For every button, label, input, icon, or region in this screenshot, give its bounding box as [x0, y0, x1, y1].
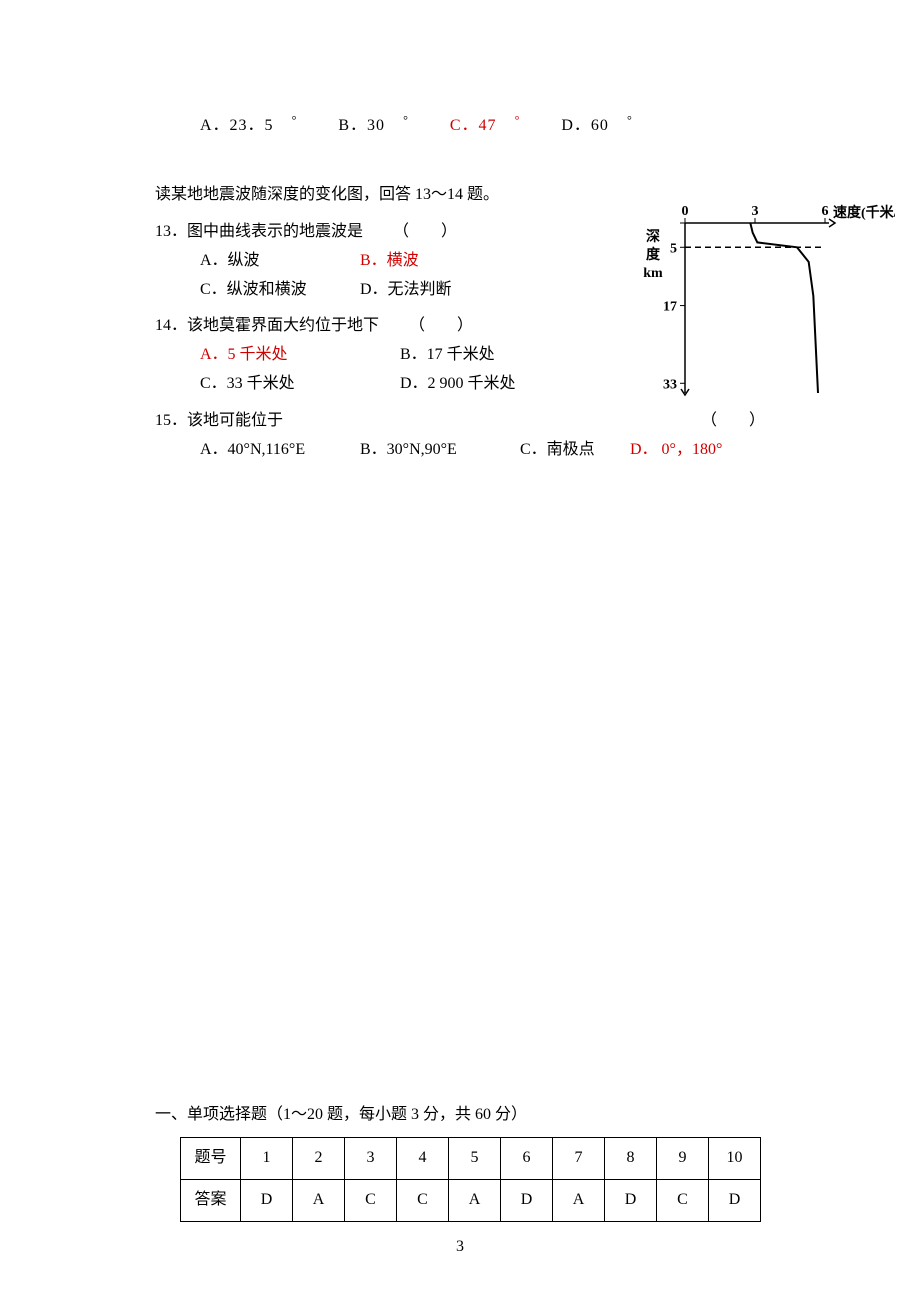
answer-title: 一、单项选择题（1～20 题，每小题 3 分，共 60 分）	[155, 1101, 765, 1130]
svg-text:速度(千米/秒): 速度(千米/秒)	[833, 204, 895, 221]
q14-opt-d: D．2 900 千米处	[400, 370, 600, 399]
q12-opt-d: D．60°	[561, 117, 650, 134]
q15-opt-b: B．30°N,90°E	[360, 436, 520, 465]
table-col-num: 4	[397, 1138, 449, 1180]
svg-text:0: 0	[682, 204, 689, 219]
q14-paren: （ ）	[409, 312, 473, 341]
q13-opt-b: B．横波	[360, 247, 520, 276]
table-col-num: 1	[241, 1138, 293, 1180]
table-cell-answer: A	[449, 1180, 501, 1222]
svg-text:6: 6	[822, 204, 829, 219]
question-13: 13．图中曲线表示的地震波是 （ ） A．纵波 B．横波 C．纵波和横波 D．无…	[155, 218, 765, 304]
q14-opt-c: C．33 千米处	[200, 370, 400, 399]
q15-paren: （ ）	[701, 407, 765, 436]
question-14: 14．该地莫霍界面大约位于地下 （ ） A．5 千米处 B．17 千米处 C．3…	[155, 312, 765, 398]
q15-opt-c: C．南极点	[520, 436, 630, 465]
q14-opt-b: B．17 千米处	[400, 341, 600, 370]
table-row-label: 答案	[181, 1180, 241, 1222]
table-cell-answer: A	[553, 1180, 605, 1222]
q13-paren: （ ）	[393, 218, 457, 247]
table-cell-answer: C	[657, 1180, 709, 1222]
answer-section: 一、单项选择题（1～20 题，每小题 3 分，共 60 分） 题号1234567…	[155, 1101, 765, 1222]
q12-options: A．23．5° B．30° C．47° D．60°	[155, 110, 765, 141]
page-number: 3	[0, 1233, 920, 1262]
q13-opt-c: C．纵波和横波	[200, 276, 360, 305]
table-col-num: 3	[345, 1138, 397, 1180]
table-cell-answer: D	[501, 1180, 553, 1222]
q15-opt-a: A．40°N,116°E	[200, 436, 360, 465]
table-col-num: 5	[449, 1138, 501, 1180]
table-col-num: 2	[293, 1138, 345, 1180]
table-col-num: 10	[709, 1138, 761, 1180]
table-cell-answer: A	[293, 1180, 345, 1222]
q13-opt-a: A．纵波	[200, 247, 360, 276]
q12-opt-c: C．47°	[450, 117, 539, 134]
table-col-num: 8	[605, 1138, 657, 1180]
table-cell-answer: D	[605, 1180, 657, 1222]
q15-opt-d: D． 0°，180°	[630, 436, 750, 465]
q13-opt-d: D．无法判断	[360, 276, 520, 305]
table-col-num: 9	[657, 1138, 709, 1180]
table-cell-answer: C	[345, 1180, 397, 1222]
q12-opt-b: B．30°	[338, 117, 427, 134]
table-col-num: 7	[553, 1138, 605, 1180]
table-cell-answer: D	[709, 1180, 761, 1222]
table-col-num: 6	[501, 1138, 553, 1180]
q14-text: 14．该地莫霍界面大约位于地下	[155, 312, 379, 341]
question-15: 15．该地可能位于 （ ） A．40°N,116°E B．30°N,90°E C…	[155, 407, 765, 465]
q12-opt-a: A．23．5°	[200, 117, 315, 134]
q13-text: 13．图中曲线表示的地震波是	[155, 218, 363, 247]
q15-text: 15．该地可能位于	[155, 407, 283, 436]
svg-text:3: 3	[752, 204, 759, 219]
table-cell-answer: D	[241, 1180, 293, 1222]
q14-opt-a: A．5 千米处	[200, 341, 400, 370]
answer-table: 题号12345678910 答案DACCADADCD	[180, 1137, 761, 1222]
table-header-label: 题号	[181, 1138, 241, 1180]
table-cell-answer: C	[397, 1180, 449, 1222]
